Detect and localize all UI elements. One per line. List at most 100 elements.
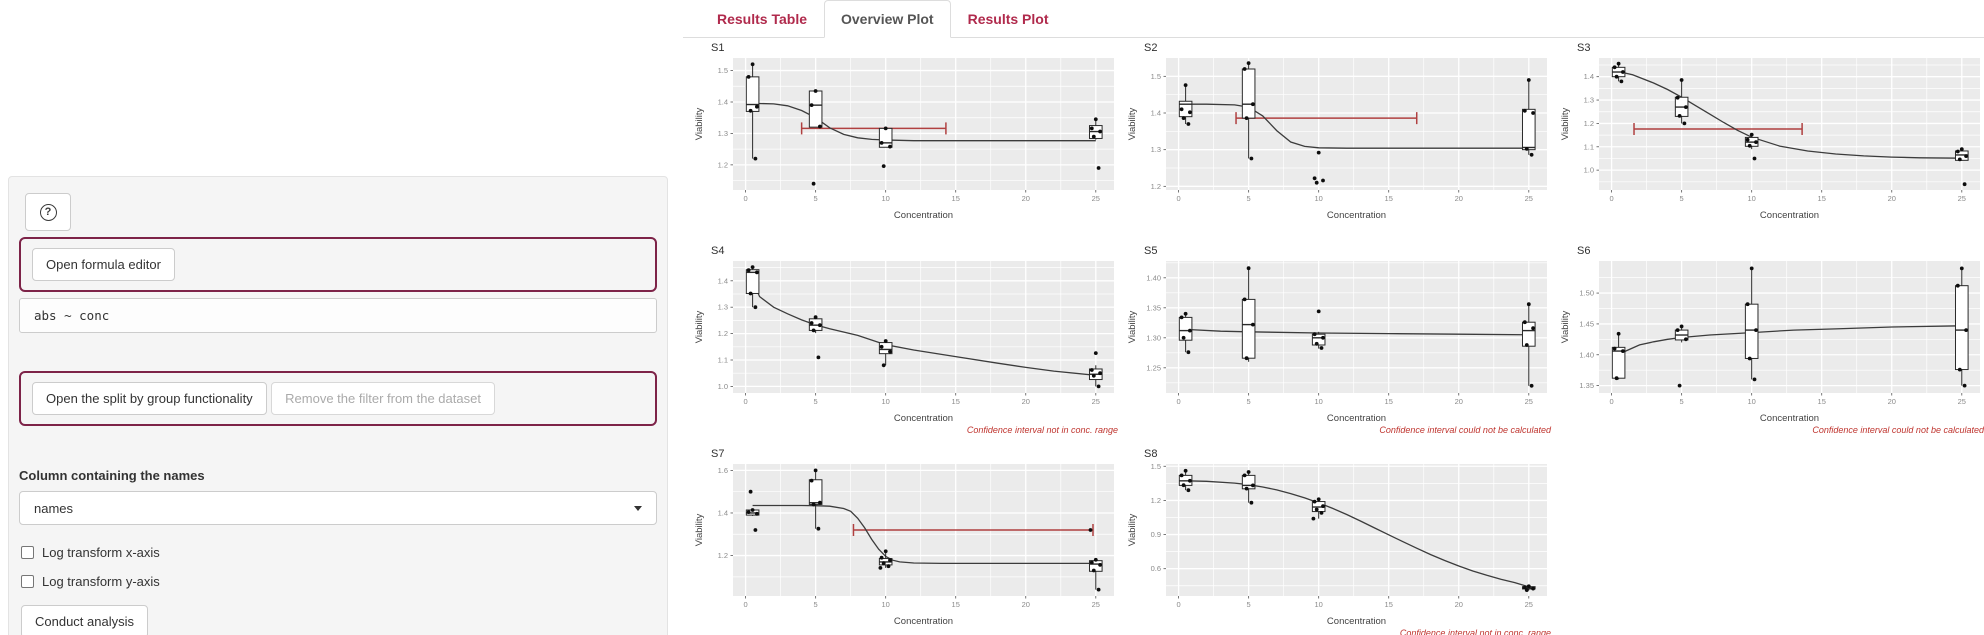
x-axis-label: Concentration: [1327, 210, 1386, 221]
x-axis-label: Concentration: [1760, 413, 1819, 424]
svg-text:10: 10: [882, 194, 890, 203]
svg-text:10: 10: [1315, 397, 1323, 406]
svg-text:1.35: 1.35: [1579, 381, 1594, 390]
svg-text:1.3: 1.3: [718, 303, 728, 312]
open-split-by-group-button[interactable]: Open the split by group functionality: [32, 382, 267, 415]
subplot-S7: 0 5 10 15 20 25 1.2 1.4 1.6 S7 Viability Concentrat…: [693, 444, 1120, 635]
log-x-checkbox[interactable]: [21, 546, 34, 559]
svg-text:1.2: 1.2: [718, 160, 728, 169]
svg-text:1.4: 1.4: [718, 276, 728, 285]
svg-text:1.2: 1.2: [1151, 182, 1161, 191]
ci-note: Confidence interval not in conc. range: [1399, 628, 1551, 635]
svg-text:5: 5: [1247, 397, 1251, 406]
svg-text:0: 0: [1177, 600, 1181, 609]
svg-text:25: 25: [1525, 600, 1533, 609]
tab-overview-plot[interactable]: Overview Plot: [824, 0, 951, 38]
subplot-S1: 0 5 10 15 20 25 1.2 1.3 1.4 1.5 S1 Viability Concent…: [693, 38, 1120, 241]
plot-svg-S3: 0 5 10 15 20 25 1.0 1.1 1.2 1.3 1.4 S3 Viability Conc…: [1560, 42, 1980, 221]
svg-text:1.25: 1.25: [1146, 363, 1161, 372]
dose-response-curve: [1185, 103, 1529, 149]
svg-text:1.50: 1.50: [1579, 289, 1594, 298]
svg-text:1.4: 1.4: [718, 508, 728, 517]
subplot-title: S5: [1144, 245, 1157, 257]
svg-text:15: 15: [1385, 397, 1393, 406]
svg-text:10: 10: [882, 397, 890, 406]
svg-text:1.3: 1.3: [1584, 96, 1594, 105]
svg-text:0: 0: [1610, 397, 1614, 406]
y-axis-label: Viability: [694, 513, 705, 546]
x-axis-label: Concentration: [894, 616, 953, 627]
subplot-S4: 0 5 10 15 20 25 1.0 1.1 1.2 1.3 1.4 S4 Viability Conc…: [693, 241, 1120, 444]
svg-text:25: 25: [1958, 194, 1966, 203]
svg-text:10: 10: [1748, 194, 1756, 203]
y-axis-label: Viability: [694, 310, 705, 343]
svg-text:20: 20: [1455, 600, 1463, 609]
log-y-checkbox-label: Log transform y-axis: [42, 574, 160, 589]
svg-text:5: 5: [814, 600, 818, 609]
y-axis-label: Viability: [1560, 310, 1571, 343]
dose-response-curve: [752, 280, 1096, 376]
remove-filter-button[interactable]: Remove the filter from the dataset: [271, 382, 495, 415]
svg-text:0.9: 0.9: [1151, 530, 1161, 539]
split-fieldset: Open the split by group functionality Re…: [19, 371, 657, 426]
y-axis-label: Viability: [1127, 310, 1138, 343]
svg-text:0: 0: [744, 194, 748, 203]
log-y-checkbox[interactable]: [21, 575, 34, 588]
svg-text:5: 5: [814, 194, 818, 203]
svg-text:1.4: 1.4: [1151, 109, 1161, 118]
tab-bar: Results Table Overview Plot Results Plot: [683, 0, 1984, 38]
svg-text:1.35: 1.35: [1146, 303, 1161, 312]
tab-results-table[interactable]: Results Table: [717, 11, 807, 27]
log-x-checkbox-row: Log transform x-axis: [21, 545, 657, 560]
svg-text:1.2: 1.2: [1151, 496, 1161, 505]
svg-text:20: 20: [1022, 194, 1030, 203]
svg-text:1.30: 1.30: [1146, 333, 1161, 342]
plot-svg-S5: 0 5 10 15 20 25 1.25 1.30 1.35 1.40 S5 Viability Con…: [1127, 245, 1547, 424]
y-axis-label: Viability: [1560, 107, 1571, 140]
subplot-S3: 0 5 10 15 20 25 1.0 1.1 1.2 1.3 1.4 S3 Viability Conc…: [1559, 38, 1984, 241]
main-panel: Results Table Overview Plot Results Plot…: [683, 0, 1984, 635]
conduct-analysis-button[interactable]: Conduct analysis: [21, 605, 148, 635]
svg-text:15: 15: [952, 600, 960, 609]
tab-results-plot[interactable]: Results Plot: [967, 11, 1049, 27]
svg-text:20: 20: [1022, 600, 1030, 609]
svg-text:15: 15: [952, 397, 960, 406]
boxplot-box: [1744, 303, 1759, 359]
svg-text:25: 25: [1525, 397, 1533, 406]
svg-text:0: 0: [1177, 397, 1181, 406]
svg-text:1.45: 1.45: [1579, 319, 1594, 328]
help-button[interactable]: ?: [25, 193, 71, 231]
svg-text:1.2: 1.2: [718, 329, 728, 338]
svg-text:15: 15: [1385, 600, 1393, 609]
subplot-title: S7: [711, 448, 724, 460]
dose-response-curve: [752, 102, 1096, 142]
overview-plot-grid: 0 5 10 15 20 25 1.2 1.3 1.4 1.5 S1 Viability Concent…: [683, 38, 1984, 635]
boxplot-box: [745, 76, 760, 112]
svg-text:20: 20: [1022, 397, 1030, 406]
svg-text:1.3: 1.3: [718, 129, 728, 138]
confidence-interval-bar: [1633, 123, 1803, 136]
svg-text:1.1: 1.1: [718, 356, 728, 365]
ci-note: Confidence interval could not be calcula…: [1812, 425, 1984, 435]
confidence-interval-bar: [800, 122, 947, 135]
svg-text:25: 25: [1958, 397, 1966, 406]
boxplot-box: [1521, 108, 1536, 151]
open-formula-editor-button[interactable]: Open formula editor: [32, 248, 175, 281]
x-axis-label: Concentration: [894, 413, 953, 424]
names-select[interactable]: names: [19, 491, 657, 525]
help-icon: ?: [39, 203, 57, 221]
dose-response-curve: [1618, 325, 1962, 358]
svg-text:1.4: 1.4: [1584, 72, 1594, 81]
x-axis-label: Concentration: [894, 210, 953, 221]
svg-text:25: 25: [1092, 600, 1100, 609]
y-axis-label: Viability: [694, 107, 705, 140]
subplot-title: S2: [1144, 42, 1157, 54]
svg-text:1.3: 1.3: [1151, 145, 1161, 154]
svg-text:1.5: 1.5: [1151, 462, 1161, 471]
subplot-title: S8: [1144, 448, 1157, 460]
svg-text:5: 5: [1247, 600, 1251, 609]
confidence-interval-bar: [1235, 112, 1418, 125]
y-axis-label: Viability: [1127, 107, 1138, 140]
boxplot-box: [1178, 316, 1193, 341]
